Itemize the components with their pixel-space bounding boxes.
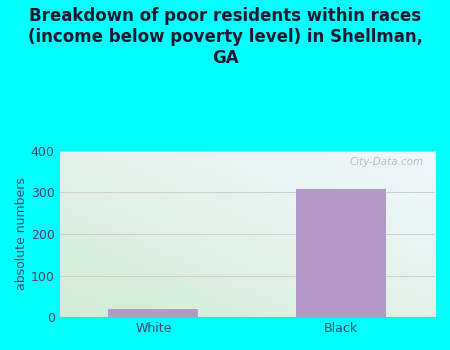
Bar bbox=[296, 189, 386, 317]
Text: Breakdown of poor residents within races
(income below poverty level) in Shellma: Breakdown of poor residents within races… bbox=[27, 7, 423, 66]
Text: City-Data.com: City-Data.com bbox=[350, 157, 424, 167]
Bar bbox=[108, 309, 198, 317]
Y-axis label: absolute numbers: absolute numbers bbox=[15, 177, 28, 290]
